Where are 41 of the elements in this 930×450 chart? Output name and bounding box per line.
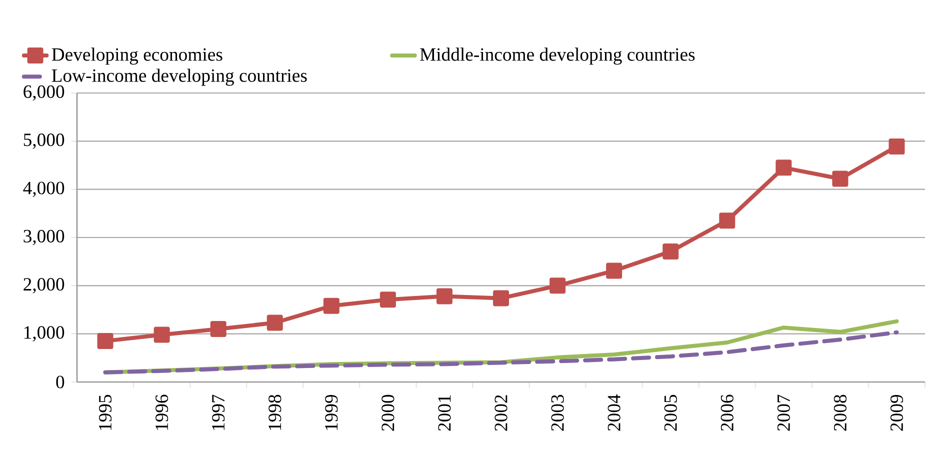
point <box>380 292 396 308</box>
x-tick-label: 2001 <box>438 395 451 431</box>
x-tick-label: 2009 <box>890 394 904 431</box>
x-tick-label: 2005 <box>664 394 677 431</box>
point <box>776 160 792 176</box>
x-tick-label: 1997 <box>212 394 225 430</box>
x-tick-label: 2007 <box>777 394 790 431</box>
x-tick-label: 1996 <box>156 394 168 430</box>
point <box>888 138 905 154</box>
x-tick-label: 2003 <box>551 394 564 431</box>
x-tick-label: 1998 <box>268 394 282 430</box>
x-tick-label: 2006 <box>720 394 734 431</box>
legend-label: Middle-income developing countries <box>420 48 695 65</box>
line-series <box>103 330 899 374</box>
y-tick-label: 4,000 <box>23 182 64 197</box>
x-tick-label: 2004 <box>608 394 620 431</box>
point <box>832 170 848 187</box>
legend-label: Low-income developing countries <box>52 68 307 86</box>
point <box>436 288 452 304</box>
point <box>719 212 736 229</box>
point <box>210 321 226 338</box>
point <box>266 314 283 331</box>
x-tick-label: 2008 <box>834 394 847 431</box>
legend-label: Developing economies <box>52 48 222 65</box>
point <box>662 243 679 260</box>
y-tick-label: 2,000 <box>24 278 64 294</box>
x-tick-label: 2002 <box>494 395 508 431</box>
y-tick-label: 5,000 <box>24 134 64 149</box>
point <box>606 262 622 279</box>
point <box>323 298 340 314</box>
point <box>154 326 170 343</box>
y-tick-label: 3,000 <box>24 230 64 246</box>
point <box>97 333 114 350</box>
y-tick-label: 0 <box>56 376 64 388</box>
y-tick-label: 1,000 <box>24 326 64 342</box>
point <box>550 278 566 294</box>
x-tick-label: 1995 <box>99 394 112 430</box>
x-tick-label: 2000 <box>382 394 394 431</box>
point <box>493 290 510 306</box>
x-tick-label: 1999 <box>325 394 338 430</box>
y-tick-label: 6,000 <box>24 85 64 101</box>
